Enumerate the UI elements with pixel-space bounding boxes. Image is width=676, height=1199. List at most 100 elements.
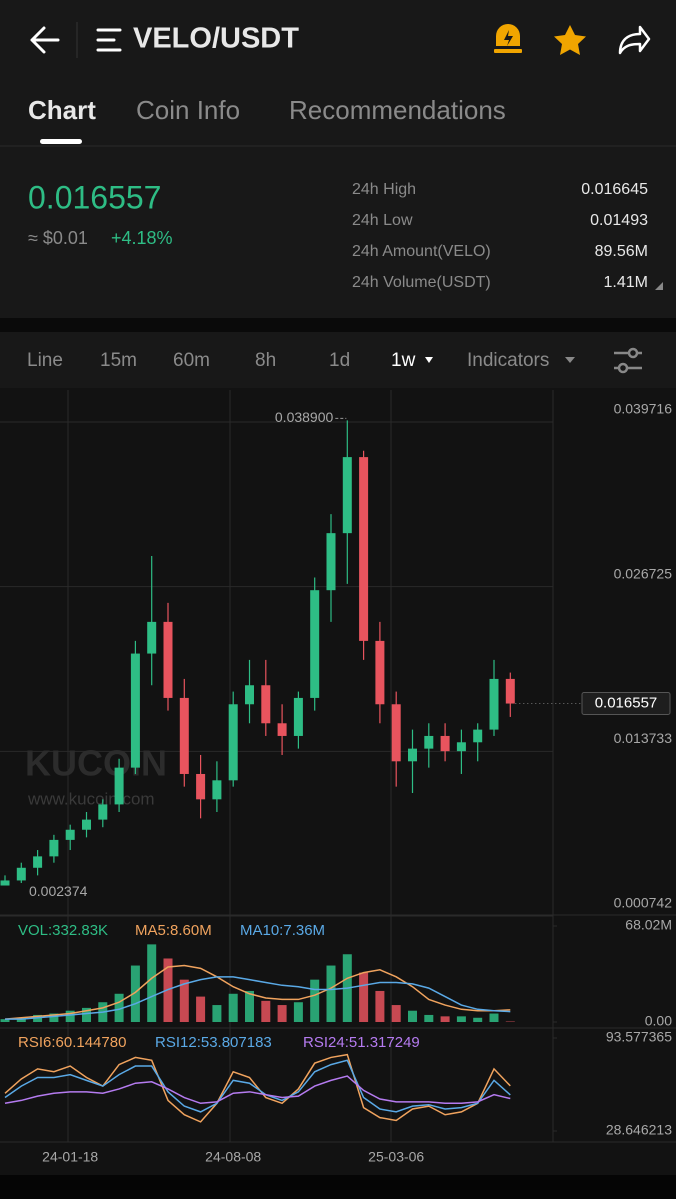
candle-body (261, 685, 271, 724)
watermark-url: www.kucoin.com (27, 789, 155, 808)
menu-button[interactable] (96, 28, 122, 52)
legend-entry: VOL:332.83K (18, 922, 108, 939)
volume-bar (130, 965, 140, 1022)
stat-value: 1.41M (604, 274, 648, 291)
timeframe[interactable]: 8h (255, 350, 276, 371)
indicator-line (4, 1059, 511, 1113)
timeframe-bar (0, 332, 676, 388)
stat-value: 89.56M (595, 243, 648, 260)
volume-bar (212, 1005, 222, 1022)
candle-body (456, 742, 466, 752)
candle-body (473, 729, 483, 743)
x-tick-label: 24-01-18 (42, 1149, 98, 1165)
volume-bar (473, 1017, 483, 1022)
favorite-button[interactable] (554, 25, 586, 55)
candle-body (505, 678, 515, 704)
indicator-line (4, 964, 511, 1020)
stat-label: 24h Amount(VELO) (352, 243, 491, 260)
stat-label: 24h High (352, 181, 416, 198)
candle-body (310, 590, 320, 698)
usd-price: ≈ $0.01 (28, 228, 88, 248)
legend-entry: RSI24:51.317249 (303, 1034, 420, 1051)
price-change: +4.18% (111, 228, 173, 248)
alert-button[interactable] (494, 24, 522, 53)
candle-body (179, 697, 189, 774)
y-tick-label: 0.039716 (614, 401, 673, 417)
timeframe[interactable]: Line (27, 350, 63, 371)
last-price: 0.016557 (28, 179, 161, 215)
low-annotation: 0.002374 (29, 883, 88, 899)
chart-panel (0, 388, 676, 1175)
candle-body (342, 457, 352, 534)
stat-label: 24h Volume(USDT) (352, 274, 491, 291)
candle-body (424, 735, 434, 749)
volume-bar (0, 1019, 10, 1022)
stat-value: 0.01493 (590, 212, 648, 229)
tab[interactable]: Recommendations (289, 95, 506, 125)
separator (0, 318, 676, 332)
tab[interactable]: Coin Info (136, 95, 240, 125)
last-price-label: 0.016557 (595, 695, 658, 712)
legend-entry: MA10:7.36M (240, 922, 325, 939)
volume-bar (375, 990, 385, 1022)
volume-bar (456, 1016, 466, 1022)
bottom-bar (0, 1175, 676, 1199)
candle-body (196, 773, 206, 800)
candle-body (293, 697, 303, 736)
candle-body (65, 829, 75, 840)
share-button[interactable] (618, 25, 651, 55)
candle-body (163, 621, 173, 698)
volume-bar (293, 1002, 303, 1022)
timeframe[interactable]: 60m (173, 350, 210, 371)
candle-body (375, 640, 385, 705)
y-tick-label: 0.00 (645, 1013, 672, 1029)
legend-entry: RSI12:53.807183 (155, 1034, 272, 1051)
tab-indicator (40, 139, 82, 144)
volume-bar (245, 990, 254, 1022)
timeframe[interactable]: 15m (100, 350, 137, 371)
volume-bar (277, 1005, 287, 1022)
volume-bar (359, 972, 369, 1022)
candle-body (16, 867, 26, 881)
volume-bar (114, 993, 124, 1022)
timeframe[interactable]: 1w (391, 350, 416, 371)
y-tick-label: 93.577365 (606, 1029, 672, 1045)
candle-body (277, 723, 287, 736)
stat-value: 0.016645 (581, 181, 648, 198)
indicator-line (4, 1053, 511, 1123)
corner-icon (655, 282, 663, 290)
volume-bar (179, 979, 189, 1022)
candle-body (33, 856, 43, 868)
y-tick-label: 68.02M (625, 917, 672, 933)
candle-body (359, 457, 369, 641)
last-price-box (581, 692, 671, 716)
dropdown-arrow (425, 357, 433, 363)
candle-body (0, 880, 10, 886)
candle-body (82, 819, 91, 830)
candle-body (98, 804, 108, 820)
indicator-line (5, 976, 511, 1020)
timeframe[interactable]: 1d (329, 350, 350, 371)
tab[interactable]: Chart (28, 95, 96, 125)
dropdown-arrow (565, 357, 575, 363)
candle-body (245, 685, 254, 705)
volume-bar (82, 1007, 91, 1022)
watermark-logo: KUCOIN (25, 743, 167, 784)
volume-bar (489, 1013, 499, 1022)
volume-bar (196, 996, 206, 1022)
y-tick-label: 0.000742 (614, 895, 673, 911)
candle-body (408, 748, 417, 762)
volume-bar (310, 979, 320, 1022)
x-tick-label: 24-08-08 (205, 1149, 261, 1165)
back-button[interactable] (30, 26, 60, 54)
candle-body (326, 533, 336, 591)
timeframe[interactable]: Indicators (467, 350, 549, 371)
settings-button[interactable] (614, 347, 642, 374)
candle-body (440, 735, 450, 752)
high-annotation: 0.038900 (275, 409, 334, 425)
pair-title: VELO/USDT (133, 23, 299, 55)
y-tick-label: 0.026725 (614, 565, 673, 581)
candle-body (49, 839, 59, 857)
